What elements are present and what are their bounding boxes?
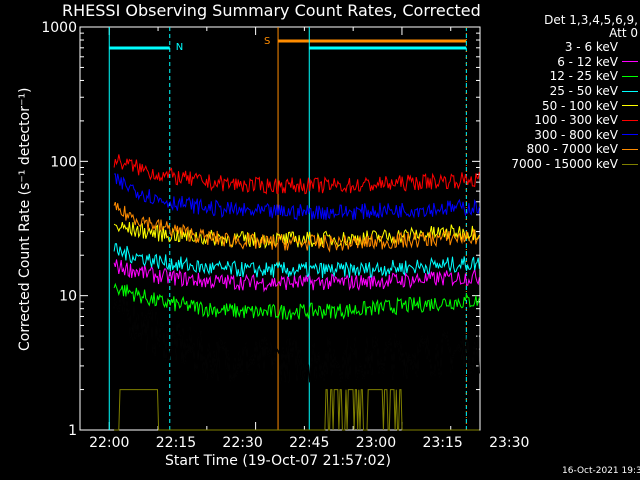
- legend-swatch: [622, 61, 638, 63]
- legend-label: 7000 - 15000 keV: [511, 157, 618, 172]
- series-line: [113, 221, 480, 249]
- series-line: [114, 173, 480, 221]
- legend-items: 3 - 6 keV 6 - 12 keV 12 - 25 keV 25 - 50 ke…: [480, 40, 638, 171]
- legend: Det 1,3,4,5,6,9, Att 0 3 - 6 keV 6 - 12 ke…: [480, 14, 638, 171]
- legend-label: 6 - 12 keV: [557, 54, 618, 69]
- legend-label: 100 - 300 keV: [534, 113, 618, 128]
- series-line: [113, 243, 480, 279]
- attenuator-bars: NS: [108, 27, 467, 430]
- legend-item: 800 - 7000 keV: [480, 142, 638, 157]
- legend-label: 12 - 25 keV: [549, 69, 618, 84]
- series-line: [113, 282, 480, 320]
- y-tick-label: 10: [59, 289, 77, 305]
- timestamp: 16-Oct-2021 19:34: [562, 466, 640, 476]
- chart-title: RHESSI Observing Summary Count Rates, Co…: [62, 1, 481, 20]
- legend-item: 50 - 100 keV: [480, 98, 638, 113]
- legend-label: 50 - 100 keV: [541, 98, 618, 113]
- tick-labels: 1 10 100 1000 22:00 22:15 22:30 22:45 23:00 23:15…: [41, 20, 529, 451]
- x-tick-label: 22:00: [89, 435, 129, 451]
- legend-swatch: [622, 148, 638, 150]
- x-tick-label: 22:15: [156, 435, 196, 451]
- legend-swatch: [622, 46, 638, 48]
- legend-item: 7000 - 15000 keV: [480, 157, 638, 172]
- y-tick-label: 1000: [41, 20, 77, 36]
- legend-label: 800 - 7000 keV: [526, 142, 618, 157]
- legend-item: 3 - 6 keV: [480, 40, 638, 55]
- series-line: [113, 259, 480, 293]
- legend-swatch: [622, 134, 638, 136]
- legend-item: 100 - 300 keV: [480, 113, 638, 128]
- x-tick-label: 22:30: [222, 435, 262, 451]
- x-tick-label: 23:30: [489, 435, 529, 451]
- legend-header: Det 1,3,4,5,6,9, Att 0: [480, 14, 638, 40]
- legend-swatch: [622, 105, 638, 107]
- legend-swatch: [622, 90, 638, 92]
- legend-label: 3 - 6 keV: [564, 40, 618, 55]
- series-line: [113, 288, 480, 384]
- legend-label: 300 - 800 keV: [534, 127, 618, 142]
- annotation-s: S: [264, 36, 270, 47]
- legend-item: 300 - 800 keV: [480, 128, 638, 143]
- legend-header-line: Det 1,3,4,5,6,9,: [544, 13, 638, 27]
- series-line: [113, 154, 480, 195]
- legend-header-line: Att 0: [609, 26, 638, 40]
- series-line: [113, 201, 480, 253]
- y-tick-label: 1: [68, 423, 77, 439]
- legend-item: 12 - 25 keV: [480, 69, 638, 84]
- x-axis-label: Start Time (19-Oct-07 21:57:02): [165, 453, 391, 469]
- legend-item: 6 - 12 keV: [480, 55, 638, 70]
- y-tick-label: 100: [50, 154, 77, 170]
- legend-swatch: [622, 119, 638, 121]
- x-tick-label: 23:15: [422, 435, 462, 451]
- x-tick-label: 22:45: [289, 435, 329, 451]
- y-axis-label: Corrected Count Rate (s⁻¹ detector⁻¹): [17, 87, 33, 351]
- legend-swatch: [622, 163, 638, 165]
- series-line: [114, 389, 480, 431]
- x-tick-label: 23:00: [356, 435, 396, 451]
- legend-item: 25 - 50 keV: [480, 84, 638, 99]
- legend-swatch: [622, 75, 638, 77]
- legend-label: 25 - 50 keV: [549, 84, 618, 99]
- series-lines: [113, 154, 480, 431]
- annotation-n: N: [176, 42, 183, 53]
